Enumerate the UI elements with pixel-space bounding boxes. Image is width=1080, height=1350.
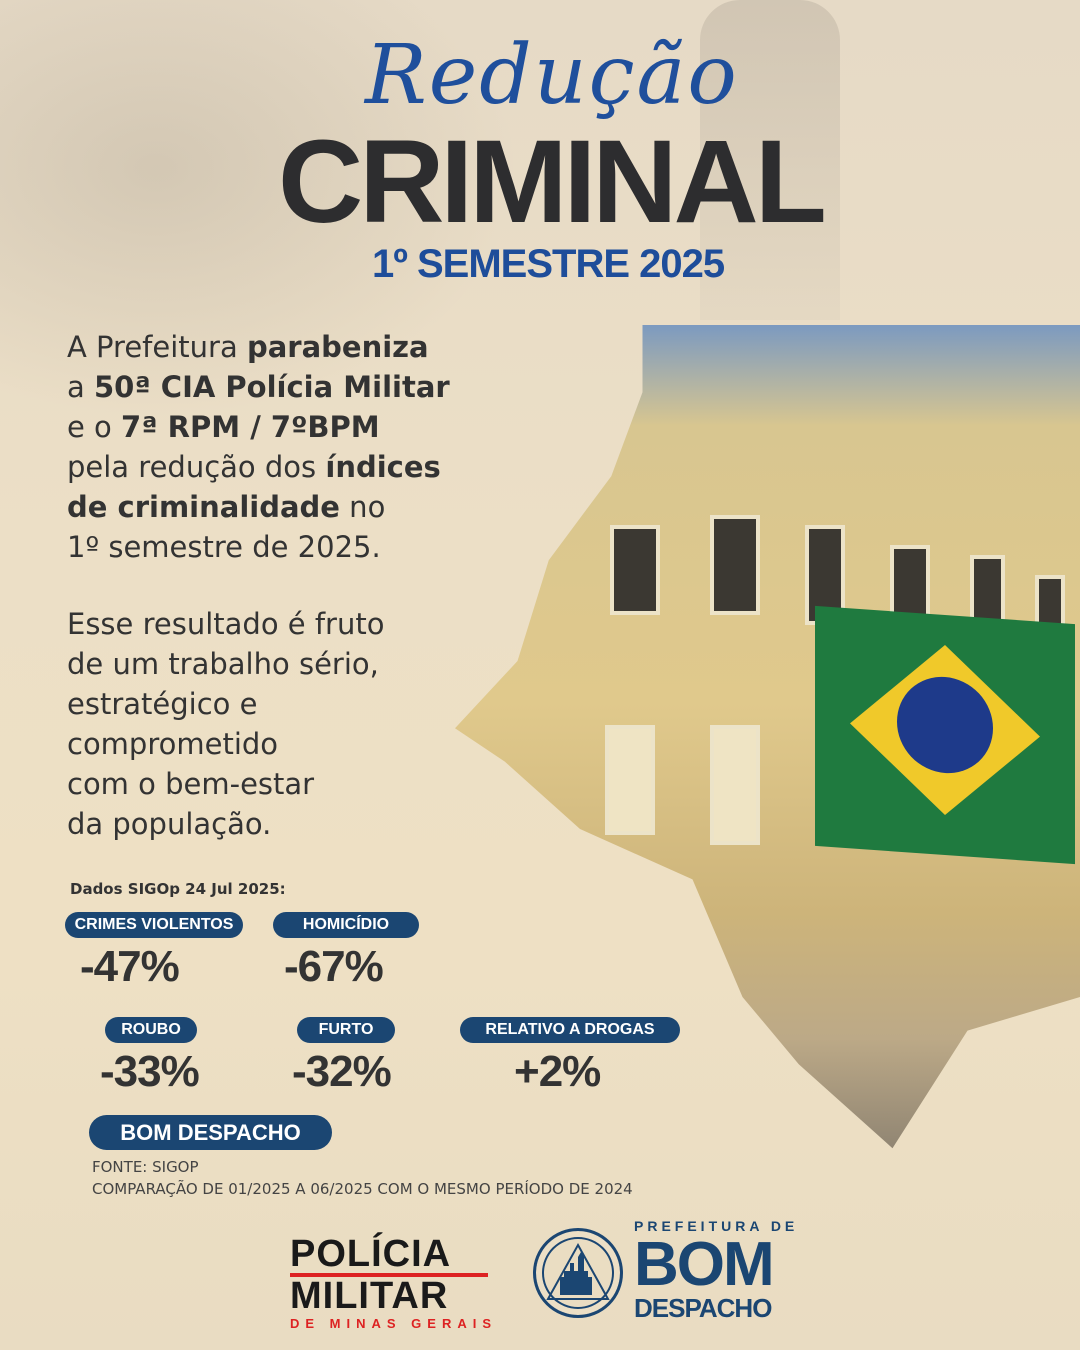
source-note: FONTE: SIGOP <box>92 1158 199 1176</box>
title-script: Redução <box>365 28 739 123</box>
intro-text: A Prefeitura <box>67 330 247 364</box>
intro-text: e o <box>67 410 122 444</box>
intro-text: 1º semestre de 2025. <box>67 530 381 564</box>
stat-value-furto: -32% <box>292 1047 392 1096</box>
intro-paragraph: A Prefeitura parabeniza a 50ª CIA Polícia… <box>67 327 527 567</box>
comparison-note: COMPARAÇÃO DE 01/2025 A 06/2025 COM O ME… <box>92 1180 633 1198</box>
background-church-image <box>0 0 520 420</box>
intro-text: 50ª CIA Polícia Militar <box>94 370 450 404</box>
stat-label-furto: FURTO <box>297 1017 395 1043</box>
stat-label-homicidio: HOMICÍDIO <box>273 912 419 938</box>
intro-text: pela redução dos <box>67 450 326 484</box>
result-line: da população. <box>67 807 272 841</box>
policia-militar-logo: POLÍCIA MILITAR DE MINAS GERAIS <box>290 1233 498 1331</box>
city-badge: BOM DESPACHO <box>89 1115 332 1150</box>
intro-text: parabeniza <box>246 330 429 364</box>
stats-header: Dados SIGOp 24 Jul 2025: <box>70 880 286 898</box>
page-title: CRIMINAL <box>278 116 827 248</box>
intro-text: no <box>339 490 386 524</box>
brazil-flag <box>815 605 1075 865</box>
stat-label-roubo: ROUBO <box>105 1017 197 1043</box>
result-line: com o bem-estar <box>67 767 315 801</box>
stat-value-roubo: -33% <box>100 1047 200 1096</box>
intro-line: pela redução dos índices <box>67 447 527 487</box>
intro-text: 7ª RPM / 7ºBPM <box>121 410 380 444</box>
intro-line: 1º semestre de 2025. <box>67 527 527 567</box>
prefeitura-logo: PREFEITURA DE BOM DESPACHO <box>634 1218 799 1323</box>
stat-value-crimes-violentos: -47% <box>80 942 180 991</box>
result-line: Esse resultado é fruto <box>67 607 385 641</box>
intro-line: a 50ª CIA Polícia Militar <box>67 367 527 407</box>
intro-text: de criminalidade <box>67 490 340 524</box>
result-line: comprometido <box>67 727 279 761</box>
result-line: de um trabalho sério, <box>67 647 379 681</box>
stat-value-homicidio: -67% <box>284 942 384 991</box>
intro-line: e o 7ª RPM / 7ºBPM <box>67 407 527 447</box>
stat-label-crimes-violentos: CRIMES VIOLENTOS <box>65 912 243 938</box>
intro-text: índices <box>325 450 441 484</box>
result-paragraph: Esse resultado é fruto de um trabalho sér… <box>67 604 527 844</box>
background-tower-image <box>700 0 840 320</box>
prefeitura-seal-icon <box>533 1228 623 1318</box>
stat-value-drogas: +2% <box>514 1047 601 1096</box>
intro-line: de criminalidade no <box>67 487 527 527</box>
intro-text: a <box>67 370 94 404</box>
page-subtitle: 1º SEMESTRE 2025 <box>372 242 725 286</box>
intro-line: A Prefeitura parabeniza <box>67 327 527 367</box>
stat-label-drogas: RELATIVO A DROGAS <box>460 1017 680 1043</box>
result-line: estratégico e <box>67 687 258 721</box>
